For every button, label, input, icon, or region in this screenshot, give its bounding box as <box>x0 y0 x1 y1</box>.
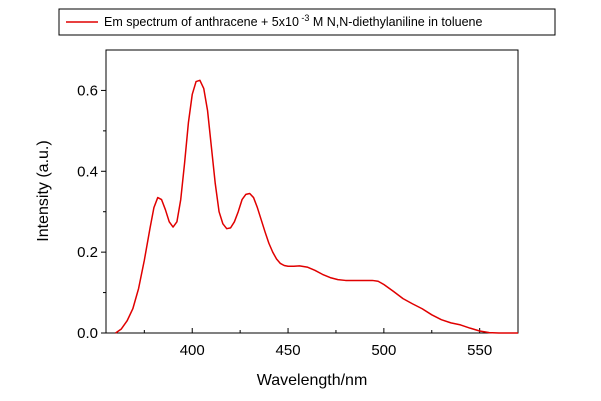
x-axis-title: Wavelength/nm <box>257 372 368 389</box>
x-tick-label: 400 <box>180 342 205 359</box>
legend-label-suffix: M N,N-diethylaniline in toluene <box>309 15 482 29</box>
y-tick-label: 0.0 <box>77 325 98 342</box>
x-axis: 400 450 500 550 <box>143 328 492 359</box>
y-tick-label: 0.6 <box>77 82 98 99</box>
y-axis: 0.0 0.2 0.4 0.6 <box>77 82 106 342</box>
legend-label: Em spectrum of anthracene + 5x10 -3 M N,… <box>104 13 482 29</box>
legend-label-superscript: -3 <box>299 13 310 23</box>
series-line <box>115 79 518 334</box>
plot-frame <box>105 49 519 334</box>
legend-box <box>58 8 556 36</box>
y-axis-title: Intensity (a.u.) <box>35 140 52 241</box>
legend: Em spectrum of anthracene + 5x10 -3 M N,… <box>58 8 556 36</box>
x-tick-label: 500 <box>371 342 396 359</box>
legend-label-prefix: Em spectrum of anthracene + 5x10 <box>104 15 299 29</box>
y-tick-label: 0.4 <box>77 163 98 180</box>
x-tick-label: 550 <box>467 342 492 359</box>
x-tick-label: 450 <box>276 342 301 359</box>
y-tick-label: 0.2 <box>77 244 98 261</box>
